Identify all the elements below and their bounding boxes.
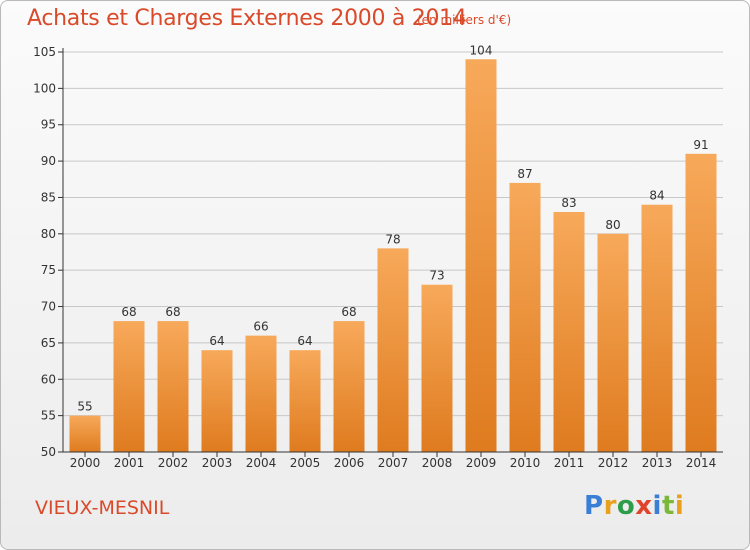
logo-letter: x (635, 491, 653, 521)
x-tick-label-2014: 2014 (686, 456, 717, 470)
value-label-2005: 64 (297, 334, 312, 348)
y-tick-label: 105 (33, 45, 56, 59)
value-label-2002: 68 (165, 305, 180, 319)
x-tick-label-2006: 2006 (334, 456, 365, 470)
bar-2009 (465, 59, 497, 452)
y-tick-label: 65 (41, 336, 56, 350)
y-tick-label: 85 (41, 190, 56, 204)
value-label-2006: 68 (341, 305, 356, 319)
value-label-2007: 78 (385, 232, 400, 246)
bar-2005 (289, 350, 321, 452)
y-tick-label: 90 (41, 154, 56, 168)
y-tick-label: 95 (41, 118, 56, 132)
bar-2002 (157, 321, 189, 452)
bar-2008 (421, 284, 453, 452)
bar-2006 (333, 321, 365, 452)
value-label-2003: 64 (209, 334, 224, 348)
logo-letter: r (603, 491, 617, 521)
x-tick-label-2009: 2009 (466, 456, 497, 470)
x-tick-label-2002: 2002 (158, 456, 189, 470)
chart-subtitle: (en milliers d'€) (417, 13, 512, 27)
value-label-2012: 80 (605, 218, 620, 232)
x-tick-label-2007: 2007 (378, 456, 409, 470)
chart-title: Achats et Charges Externes 2000 à 2014 (27, 6, 467, 31)
x-tick-label-2012: 2012 (598, 456, 629, 470)
bar-2007 (377, 248, 409, 452)
bar-2012 (597, 233, 629, 452)
y-tick-label: 100 (33, 81, 56, 95)
bar-2010 (509, 182, 541, 452)
logo-letter: o (616, 491, 636, 521)
value-label-2000: 55 (77, 400, 92, 414)
y-tick-label: 60 (41, 372, 56, 386)
value-label-2014: 91 (693, 138, 708, 152)
logo-letter: i (674, 491, 685, 521)
logo-letter: t (661, 491, 675, 521)
value-label-2008: 73 (429, 269, 444, 283)
bar-2000 (69, 415, 101, 452)
value-label-2011: 83 (561, 196, 576, 210)
commune-name: VIEUX-MESNIL (35, 497, 170, 519)
axis-layer: 50 55 60 65 70 75 80 85 90 95 100 105 2000 2001 2002 20… (33, 45, 723, 470)
bar-2001 (113, 321, 145, 452)
value-label-2010: 87 (517, 167, 532, 181)
value-label-2004: 66 (253, 320, 268, 334)
bar-2003 (201, 350, 233, 452)
y-tick-label: 70 (41, 300, 56, 314)
logo-letter: P (584, 491, 604, 521)
x-tick-label-2003: 2003 (202, 456, 233, 470)
x-tick-label-2013: 2013 (642, 456, 673, 470)
bar-2013 (641, 204, 673, 452)
value-label-2001: 68 (121, 305, 136, 319)
bar-2011 (553, 212, 585, 452)
label-layer: 55 68 68 64 66 64 68 78 73 104 87 83 80 84 91 (77, 43, 708, 413)
value-label-2009: 104 (470, 43, 493, 57)
y-tick-label: 75 (41, 263, 56, 277)
y-tick-label: 80 (41, 227, 56, 241)
logo-letter: i (652, 491, 662, 521)
proxiti-logo-text: Proxiti (584, 491, 684, 521)
bar-2004 (245, 335, 277, 452)
x-tick-label-2000: 2000 (70, 456, 101, 470)
y-tick-label: 55 (41, 409, 56, 423)
x-tick-label-2005: 2005 (290, 456, 321, 470)
x-tick-label-2010: 2010 (510, 456, 541, 470)
x-tick-label-2004: 2004 (246, 456, 277, 470)
x-tick-label-2008: 2008 (422, 456, 453, 470)
value-label-2013: 84 (649, 189, 664, 203)
y-tick-label: 50 (41, 445, 56, 459)
proxiti-logo[interactable]: Proxiti (584, 491, 684, 521)
bar-layer (69, 59, 717, 452)
x-tick-label-2001: 2001 (114, 456, 145, 470)
bar-2014 (685, 153, 717, 452)
x-tick-label-2011: 2011 (554, 456, 585, 470)
